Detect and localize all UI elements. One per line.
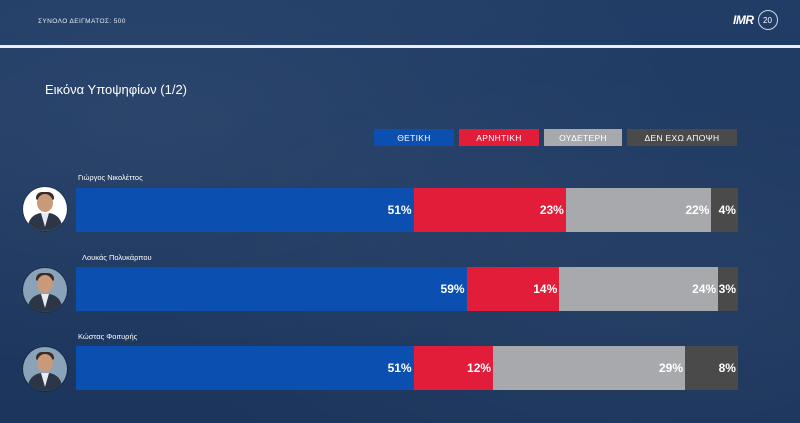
legend-label: ΔΕΝ ΕΧΩ ΑΠΟΨΗ xyxy=(644,132,720,143)
candidate-avatar xyxy=(23,268,67,312)
data-label: 12% xyxy=(467,361,492,375)
candidate-name: Γιώργος Νικολέττος xyxy=(78,173,143,182)
segment-neutral: 29% xyxy=(493,346,686,390)
legend-label: ΟΥΔΕΤΕΡΗ xyxy=(559,132,607,143)
segment-positive: 51% xyxy=(76,346,414,390)
data-label: 3% xyxy=(718,282,736,296)
data-label: 4% xyxy=(718,203,736,217)
anniversary-badge-icon: 20 xyxy=(757,10,778,30)
segment-no-opinion: 4% xyxy=(711,188,738,232)
candidate-avatar xyxy=(23,187,67,231)
candidate-name: Κώστας Φοιτυρής xyxy=(78,332,138,341)
data-label: 22% xyxy=(685,203,710,217)
legend-label: ΑΡΝΗΤΙΚΗ xyxy=(476,132,522,143)
header-bar: ΣΥΝΟΛΟ ΔΕΙΓΜΑΤΟΣ: 500 IMR 20 xyxy=(0,0,800,45)
segment-no-opinion: 3% xyxy=(718,267,738,311)
data-label: 59% xyxy=(440,282,465,296)
data-label: 8% xyxy=(718,361,736,375)
data-label: 51% xyxy=(387,203,412,217)
segment-negative: 23% xyxy=(413,188,566,232)
data-label: 29% xyxy=(658,361,684,375)
segment-neutral: 22% xyxy=(565,188,712,232)
stacked-bar: 59% 14% 24% 3% xyxy=(76,267,738,311)
header-divider xyxy=(0,45,800,48)
legend-item-neutral: ΟΥΔΕΤΕΡΗ xyxy=(544,129,622,146)
stacked-bar: 51% 23% 22% 4% xyxy=(76,188,738,232)
segment-negative: 12% xyxy=(413,346,494,390)
segment-negative: 14% xyxy=(466,267,560,311)
imr-logo: IMR 20 xyxy=(733,9,778,31)
stacked-bar: 51% 12% 29% 8% xyxy=(76,346,738,390)
data-label: 24% xyxy=(692,282,717,296)
segment-neutral: 24% xyxy=(559,267,719,311)
legend-item-positive: ΘΕΤΙΚΗ xyxy=(374,129,454,146)
chart-legend: ΘΕΤΙΚΗ ΑΡΝΗΤΙΚΗ ΟΥΔΕΤΕΡΗ ΔΕΝ ΕΧΩ ΑΠΟΨΗ xyxy=(0,129,800,147)
legend-label: ΘΕΤΙΚΗ xyxy=(397,132,431,143)
segment-positive: 51% xyxy=(76,188,414,232)
segment-positive: 59% xyxy=(76,267,467,311)
candidate-avatar xyxy=(23,347,67,391)
data-label: 23% xyxy=(539,203,564,217)
legend-item-negative: ΑΡΝΗΤΙΚΗ xyxy=(459,129,539,146)
data-label: 51% xyxy=(387,361,412,375)
segment-no-opinion: 8% xyxy=(685,346,738,390)
data-label: 14% xyxy=(533,282,558,296)
legend-item-no-opinion: ΔΕΝ ΕΧΩ ΑΠΟΨΗ xyxy=(627,129,737,146)
sample-size-label: ΣΥΝΟΛΟ ΔΕΙΓΜΑΤΟΣ: 500 xyxy=(38,18,126,25)
chart-title: Εικόνα Υποψηφίων (1/2) xyxy=(45,82,188,97)
candidate-name: Λουκάς Πολυκάρπου xyxy=(82,253,152,262)
logo-text: IMR xyxy=(733,13,754,27)
